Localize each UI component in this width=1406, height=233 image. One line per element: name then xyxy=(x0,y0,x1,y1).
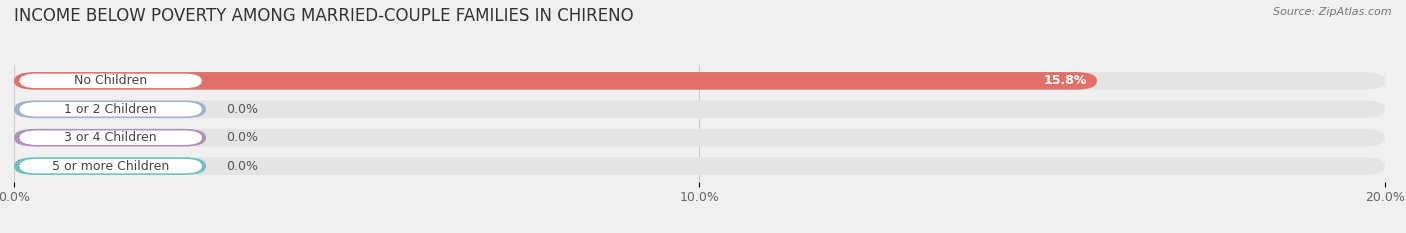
FancyBboxPatch shape xyxy=(20,74,202,88)
FancyBboxPatch shape xyxy=(14,157,207,175)
Text: 1 or 2 Children: 1 or 2 Children xyxy=(65,103,157,116)
Text: 3 or 4 Children: 3 or 4 Children xyxy=(65,131,157,144)
Text: Source: ZipAtlas.com: Source: ZipAtlas.com xyxy=(1274,7,1392,17)
FancyBboxPatch shape xyxy=(14,100,207,118)
Text: 0.0%: 0.0% xyxy=(226,131,259,144)
FancyBboxPatch shape xyxy=(14,157,1385,175)
Text: 15.8%: 15.8% xyxy=(1043,74,1087,87)
FancyBboxPatch shape xyxy=(20,102,202,116)
FancyBboxPatch shape xyxy=(14,72,1385,90)
FancyBboxPatch shape xyxy=(14,129,207,147)
Text: No Children: No Children xyxy=(75,74,148,87)
Text: 0.0%: 0.0% xyxy=(226,160,259,173)
Text: 5 or more Children: 5 or more Children xyxy=(52,160,169,173)
FancyBboxPatch shape xyxy=(14,129,1385,147)
FancyBboxPatch shape xyxy=(14,100,1385,118)
FancyBboxPatch shape xyxy=(20,159,202,173)
Text: 0.0%: 0.0% xyxy=(226,103,259,116)
FancyBboxPatch shape xyxy=(20,130,202,145)
FancyBboxPatch shape xyxy=(14,72,1097,90)
Text: INCOME BELOW POVERTY AMONG MARRIED-COUPLE FAMILIES IN CHIRENO: INCOME BELOW POVERTY AMONG MARRIED-COUPL… xyxy=(14,7,634,25)
